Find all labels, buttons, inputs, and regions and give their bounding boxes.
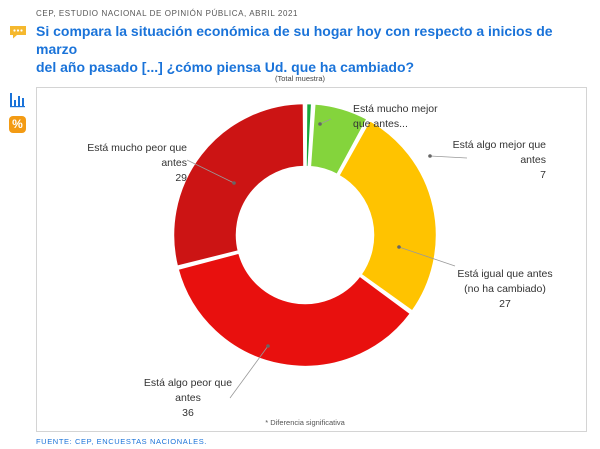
- title-line-2: del año pasado [...] ¿cómo piensa Ud. qu…: [36, 59, 415, 75]
- data-label: 36: [182, 407, 194, 419]
- speech-bubble-icon: [10, 26, 26, 39]
- percent-icon[interactable]: %: [9, 116, 26, 133]
- data-label: 27: [499, 298, 511, 310]
- source-header: CEP, ESTUDIO NACIONAL DE OPINIÓN PÚBLICA…: [36, 9, 299, 18]
- slice-label: antes: [175, 392, 201, 404]
- leader-line: [229, 345, 269, 399]
- donut-chart: Está mucho mejor que antes... Está algo me…: [87, 101, 553, 427]
- page-title: Si compara la situación económica de su …: [36, 22, 596, 76]
- bar-chart-icon[interactable]: [9, 91, 26, 108]
- slice-label: antes: [161, 157, 187, 169]
- slice-label: (no ha cambiado): [464, 283, 546, 295]
- slice-label: antes: [520, 154, 546, 166]
- slice-label: Está algo peor que: [144, 377, 232, 389]
- slice-label: Está mucho mejor: [353, 103, 438, 115]
- title-line-1: Si compara la situación económica de su …: [36, 23, 553, 57]
- donut-slice: [171, 101, 306, 269]
- slice-label: que antes...: [353, 118, 408, 130]
- donut-slice: [175, 250, 413, 369]
- leader-line: [186, 159, 235, 184]
- donut-slice: [308, 101, 370, 177]
- chart-subtitle: (Total muestra): [274, 74, 325, 83]
- leader-dot: [397, 245, 401, 249]
- leader-line: [398, 246, 456, 267]
- data-label: 7: [540, 169, 546, 181]
- slice-label: Está mucho peor que: [87, 142, 187, 154]
- leader-line: [319, 118, 332, 125]
- chart-panel: Está mucho mejor que antes... Está algo me…: [36, 87, 587, 432]
- data-label: 29: [175, 172, 187, 184]
- leader-dot: [318, 122, 322, 126]
- slice-label: Está igual que antes: [457, 268, 552, 280]
- leader-line: [429, 155, 468, 159]
- footnote: * Diferencia significativa: [265, 418, 345, 427]
- slice-label: Está algo mejor que: [453, 139, 547, 151]
- leader-dot: [428, 154, 432, 158]
- leader-dot: [232, 181, 236, 185]
- donut-slice: [336, 118, 439, 314]
- leader-dot: [266, 344, 270, 348]
- source-footer: FUENTE: CEP, ENCUESTAS NACIONALES.: [36, 437, 207, 446]
